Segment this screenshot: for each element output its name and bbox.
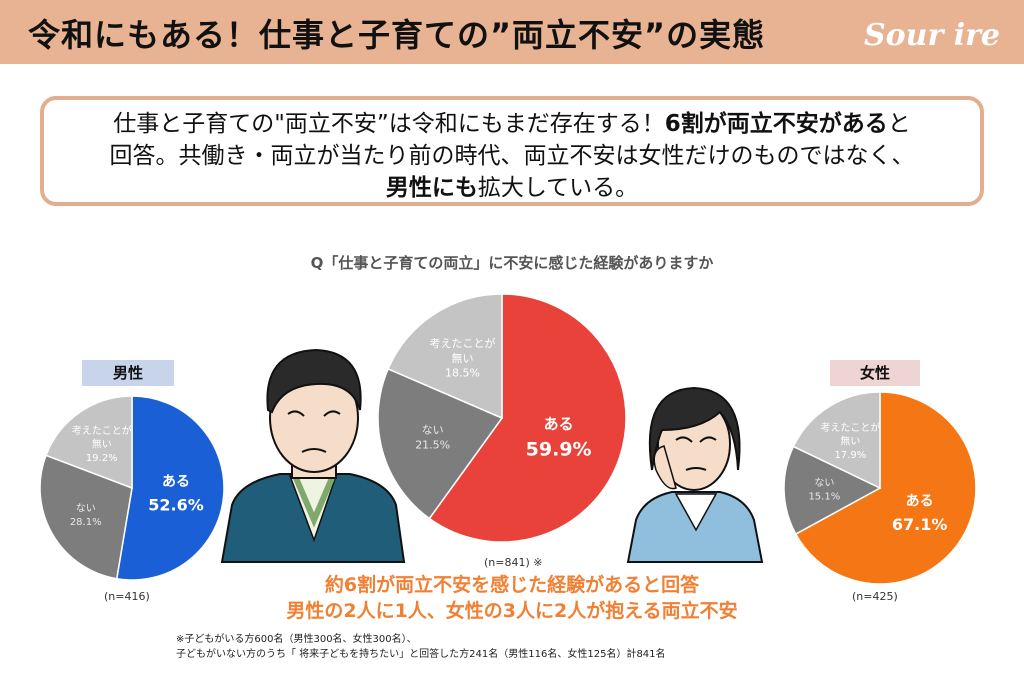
- chart-question: Q「仕事と子育ての両立」に不安に感じた経験がありますか: [310, 254, 714, 272]
- pie-slice-kangaeta: [387, 293, 503, 420]
- pie-value-aru: 59.9%: [526, 439, 592, 461]
- footnote-line-2: 子どもがいない方のうち「 将来子どもを持ちたい」と回答した方241名（男性116…: [176, 649, 666, 660]
- overall-n: (n=841) ※: [484, 556, 543, 569]
- pie-label-kangaeta-1: 無い: [92, 438, 112, 451]
- pie-value-kangaeta: 17.9%: [834, 450, 866, 461]
- pie-slice-aru: [794, 391, 977, 585]
- pie-slice-nai: [39, 454, 133, 580]
- woman-illustration: [626, 386, 764, 563]
- pie-label-nai: ない: [422, 424, 444, 437]
- pie-slice-aru: [115, 395, 225, 581]
- pie-label-kangaeta-1: 無い: [451, 351, 473, 365]
- pie-value-aru: 67.1%: [892, 515, 948, 534]
- conclusion-line-2: 男性の2人に1人、女性の3人に2人が抱える両立不安: [286, 600, 738, 622]
- pie-label-aru: ある: [162, 474, 190, 490]
- summary-text-3: 回答。共働き・両立が当たり前の時代、両立不安は女性だけのものではなく、: [109, 143, 915, 169]
- pie-label-kangaeta-0: 考えたことが: [72, 424, 132, 437]
- summary-highlight-1: 6割が両立不安がある: [664, 111, 888, 137]
- pie-slice-kangaeta: [45, 395, 133, 490]
- conclusion-line-1: 約6割が両立不安を感じた経験があると回答: [324, 574, 700, 596]
- summary-text-2: と: [887, 111, 911, 137]
- male-n: (n=416): [104, 590, 150, 603]
- pie-value-nai: 21.5%: [415, 438, 450, 451]
- brand-logo: Sour ire: [863, 18, 1000, 53]
- header-banner: 令和にもある！仕事と子育ての”両立不安”の実態 Sour ire: [0, 0, 1024, 64]
- pie-slice-aru: [428, 293, 627, 543]
- pie-label-nai: ない: [76, 502, 96, 514]
- footnote-line-1: ※子どもがいる方600名（男性300名、女性300名）、: [176, 634, 417, 645]
- pie-slice-nai: [377, 367, 504, 520]
- pie-label-nai: ない: [814, 477, 834, 489]
- female-n: (n=425): [852, 590, 898, 603]
- pie-label-kangaeta-0: 考えたことが: [820, 421, 880, 434]
- pie-value-nai: 28.1%: [70, 517, 102, 528]
- pie-label-kangaeta-1: 無い: [840, 434, 860, 447]
- summary-highlight-2: 男性にも: [385, 175, 478, 201]
- male-tag: 男性: [82, 360, 174, 386]
- man-illustration: [220, 348, 406, 563]
- pie-slice-kangaeta: [792, 391, 881, 490]
- summary-text-1: 仕事と子育ての"両立不安”は令和にもまだ存在する！: [113, 111, 665, 137]
- pie-value-nai: 15.1%: [808, 492, 840, 503]
- pie-value-kangaeta: 19.2%: [86, 453, 118, 464]
- pie-value-aru: 52.6%: [148, 495, 204, 514]
- summary-box: 仕事と子育ての"両立不安”は令和にもまだ存在する！6割が両立不安があると 回答。…: [40, 96, 984, 206]
- female-tag: 女性: [830, 360, 920, 386]
- page-title: 令和にもある！仕事と子育ての”両立不安”の実態: [28, 16, 766, 54]
- pie-label-kangaeta-0: 考えたことが: [429, 336, 495, 350]
- summary-text-4: 拡大している。: [477, 175, 639, 201]
- pie-label-aru: ある: [544, 415, 574, 433]
- pie-label-aru: ある: [906, 494, 934, 510]
- pie-value-kangaeta: 18.5%: [445, 367, 480, 380]
- pie-slice-nai: [783, 445, 882, 536]
